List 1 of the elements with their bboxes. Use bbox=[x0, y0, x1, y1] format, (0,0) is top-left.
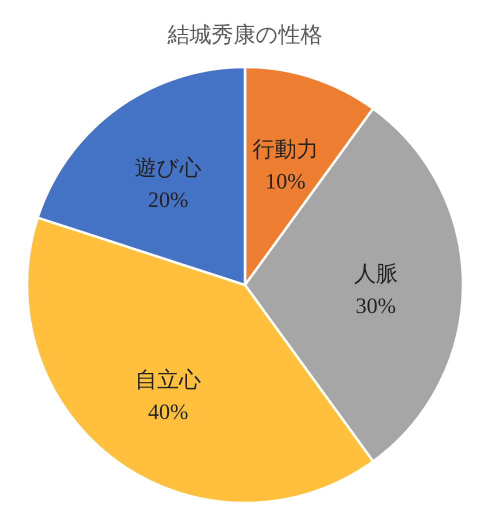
title: 結城秀康の性格 bbox=[168, 22, 322, 47]
